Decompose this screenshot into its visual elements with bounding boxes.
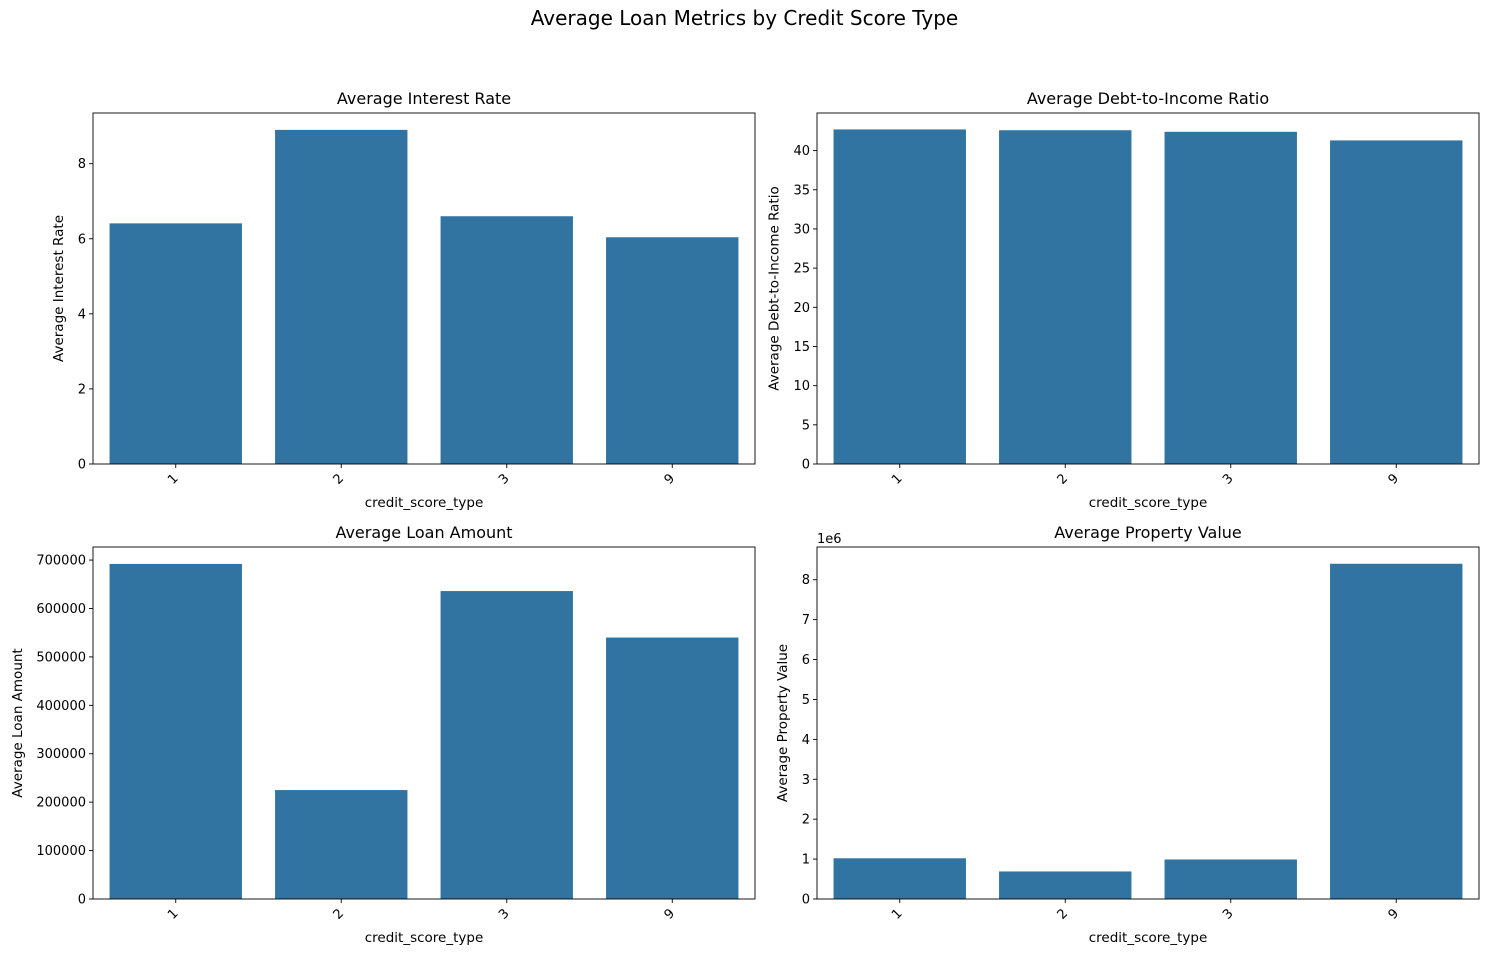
axes-frame [92, 112, 756, 465]
x-tick-label: 9 [662, 906, 678, 922]
x-tick-label: 1 [889, 471, 905, 487]
x-tick-label: 2 [1055, 471, 1071, 487]
y-tick-label: 6 [802, 653, 810, 668]
x-axis-label: credit_score_type [1089, 495, 1208, 511]
y-tick-label: 5 [802, 693, 810, 708]
chart-panel-1: 0 2 4 6 8 1 2 3 9 Average Interest Rate credit_sco… [51, 89, 756, 511]
y-tick-label: 25 [793, 262, 810, 277]
x-tick-label: 9 [662, 471, 678, 487]
axes-frame [816, 546, 1480, 900]
y-tick-label: 600000 [36, 602, 86, 617]
x-tick-label: 3 [496, 471, 512, 487]
y-axis-label: Average Loan Amount [10, 648, 26, 797]
y-tick-label: 2 [802, 813, 810, 828]
panels-group: 0 2 4 6 8 1 2 3 9 Average Interest Rate credit_sco… [10, 89, 1480, 946]
y-tick-label: 20 [793, 301, 810, 316]
x-axis-label: credit_score_type [1089, 930, 1208, 946]
y-tick-label: 40 [793, 144, 810, 159]
x-tick-label: 3 [1220, 471, 1236, 487]
bar-2 [999, 130, 1132, 465]
y-tick-label: 700000 [36, 554, 86, 569]
y-tick-label: 6 [78, 232, 86, 247]
y-tick-label: 8 [78, 157, 86, 172]
bar-9 [1330, 140, 1463, 465]
y-tick-label: 2 [78, 382, 86, 397]
y-tick-label: 7 [802, 613, 810, 628]
bar-3 [440, 591, 573, 899]
y-tick-label: 500000 [36, 650, 86, 665]
x-tick-label: 9 [1386, 471, 1402, 487]
y-offset-label: 1e6 [817, 532, 842, 547]
bar-9 [1330, 563, 1463, 899]
x-tick-label: 2 [331, 906, 347, 922]
y-tick-label: 300000 [36, 747, 86, 762]
y-tick-label: 100000 [36, 844, 86, 859]
y-tick-label: 0 [78, 893, 86, 908]
bar-1 [109, 563, 242, 899]
panel-title: Average Interest Rate [337, 89, 511, 108]
bar-3 [440, 216, 573, 464]
chart-panel-3: 0 100000 200000 300000 400000 500000 600000 700… [10, 523, 756, 946]
axes-frame [92, 546, 756, 900]
y-tick-label: 10 [793, 379, 810, 394]
y-tick-label: 0 [802, 458, 810, 473]
panel-title: Average Debt-to-Income Ratio [1027, 89, 1269, 108]
x-tick-label: 2 [1055, 906, 1071, 922]
x-tick-label: 3 [1220, 906, 1236, 922]
bar-3 [1164, 859, 1297, 899]
x-tick-label: 3 [496, 906, 512, 922]
bar-2 [275, 790, 408, 899]
y-tick-label: 0 [802, 893, 810, 908]
figure-suptitle: Average Loan Metrics by Credit Score Typ… [531, 6, 958, 30]
axes-frame [816, 112, 1480, 465]
y-axis-label: Average Property Value [775, 644, 791, 802]
y-tick-label: 15 [793, 340, 810, 355]
y-tick-label: 4 [802, 733, 810, 748]
y-tick-label: 1 [802, 853, 810, 868]
y-tick-label: 4 [78, 307, 86, 322]
y-tick-label: 30 [793, 222, 810, 237]
y-tick-label: 35 [793, 183, 810, 198]
bar-1 [833, 129, 966, 464]
y-tick-label: 8 [802, 573, 810, 588]
bar-9 [606, 237, 739, 464]
y-tick-label: 5 [802, 418, 810, 433]
x-tick-label: 9 [1386, 906, 1402, 922]
x-tick-label: 1 [889, 906, 905, 922]
y-axis-label: Average Debt-to-Income Ratio [767, 186, 783, 390]
y-tick-label: 400000 [36, 699, 86, 714]
x-tick-label: 1 [165, 906, 181, 922]
y-tick-label: 3 [802, 773, 810, 788]
chart-panel-2: 0 5 10 15 20 25 30 35 40 1 2 3 9 Average Debt-to-Inco… [767, 89, 1480, 511]
y-tick-label: 200000 [36, 796, 86, 811]
y-axis-label: Average Interest Rate [51, 215, 67, 362]
x-tick-label: 1 [165, 471, 181, 487]
bar-1 [109, 223, 242, 464]
y-tick-label: 0 [78, 458, 86, 473]
panel-title: Average Loan Amount [335, 523, 512, 542]
bar-2 [999, 871, 1132, 899]
bar-3 [1164, 131, 1297, 465]
x-axis-label: credit_score_type [365, 495, 484, 511]
x-axis-label: credit_score_type [365, 930, 484, 946]
bar-9 [606, 637, 739, 899]
chart-panel-4: 0 1 2 3 4 5 6 7 8 1 2 3 9 Average Property Value credi… [775, 523, 1480, 946]
bar-2 [275, 129, 408, 464]
bar-1 [833, 858, 966, 899]
x-tick-label: 2 [331, 471, 347, 487]
panel-title: Average Property Value [1054, 523, 1242, 542]
